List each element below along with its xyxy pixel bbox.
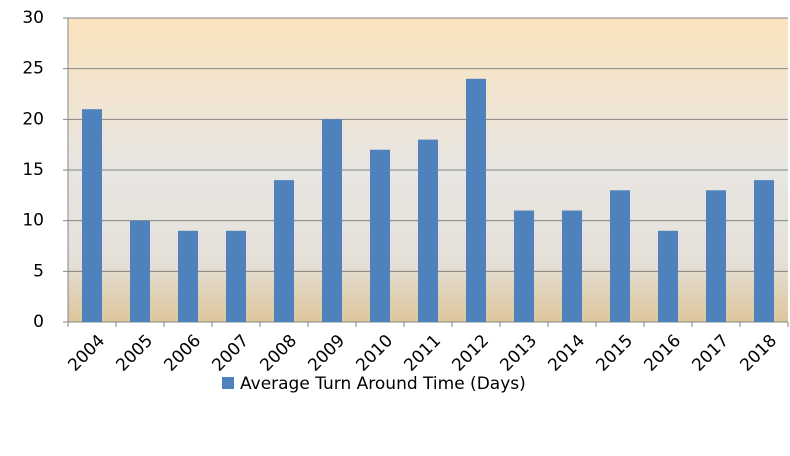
y-tick-label: 20 [22, 109, 44, 129]
x-tick-label: 2011 [400, 331, 445, 376]
y-tick-label: 10 [22, 211, 44, 231]
legend-swatch [222, 377, 234, 389]
bar [466, 78, 486, 322]
x-tick-label: 2016 [640, 331, 685, 376]
x-tick-label: 2009 [304, 331, 349, 376]
x-tick-label: 2013 [496, 331, 541, 376]
x-tick-label: 2015 [592, 331, 637, 376]
legend-label: Average Turn Around Time (Days) [240, 374, 526, 394]
bar [322, 119, 342, 322]
bar [562, 210, 582, 322]
x-tick-label: 2005 [112, 331, 157, 376]
bar [226, 230, 246, 322]
x-tick-label: 2006 [160, 331, 205, 376]
bar [82, 109, 102, 322]
x-tick-label: 2004 [64, 331, 109, 376]
x-tick-label: 2017 [688, 331, 733, 376]
x-tick-label: 2008 [256, 331, 301, 376]
bar [514, 210, 534, 322]
bar [274, 180, 294, 322]
y-tick-label: 5 [33, 261, 44, 281]
x-tick-label: 2012 [448, 331, 493, 376]
y-tick-label: 15 [22, 160, 44, 180]
x-tick-label: 2014 [544, 331, 589, 376]
bar [130, 220, 150, 322]
x-tick-label: 2007 [208, 331, 253, 376]
bar [658, 230, 678, 322]
bar [610, 190, 630, 322]
bar [706, 190, 726, 322]
y-tick-label: 30 [22, 8, 44, 28]
x-tick-label: 2010 [352, 331, 397, 376]
bar [418, 139, 438, 322]
x-tick-label: 2018 [736, 331, 781, 376]
y-tick-label: 25 [22, 59, 44, 79]
bar [754, 180, 774, 322]
bar [178, 230, 198, 322]
bar [370, 149, 390, 322]
y-tick-label: 0 [33, 312, 44, 332]
